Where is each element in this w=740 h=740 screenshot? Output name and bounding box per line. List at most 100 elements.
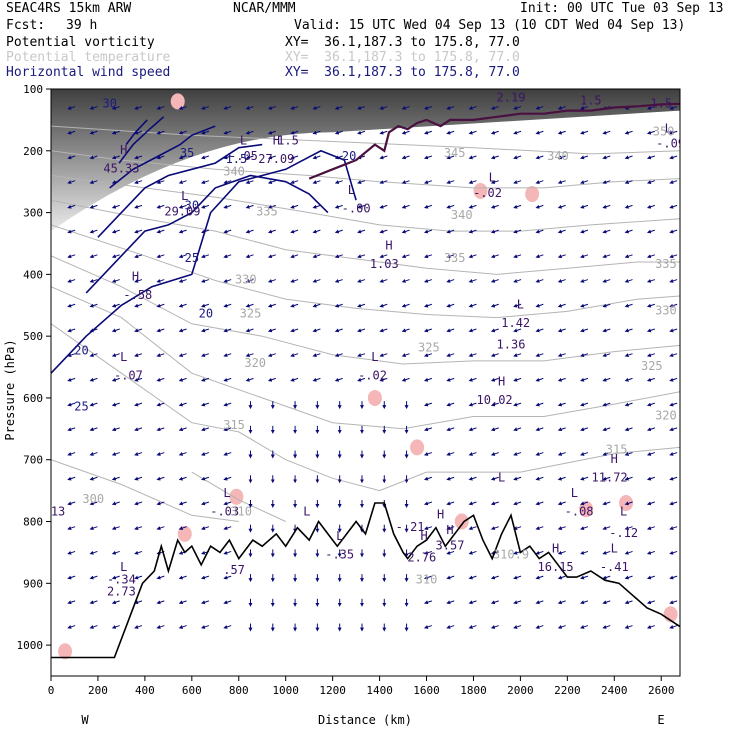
- wind-vector: [245, 204, 254, 209]
- wind-vector: [535, 402, 544, 407]
- wind-vector: [134, 550, 143, 555]
- wind-vector: [379, 180, 388, 184]
- wind-vector: [468, 180, 477, 184]
- annotation-label: -.34: [107, 572, 136, 586]
- legend-pv-xy: XY= 36.1,187.3 to 175.8, 77.0: [285, 35, 520, 50]
- wind-vector: [669, 353, 678, 357]
- wind-vector: [223, 452, 232, 456]
- wind-vector: [557, 328, 566, 333]
- annotation-label: 30: [185, 198, 199, 212]
- wind-vector: [67, 550, 76, 555]
- wind-vector: [357, 328, 366, 333]
- annotation-label: -.58: [123, 288, 152, 302]
- wind-vector: [201, 575, 210, 580]
- wind-vector: [178, 476, 187, 481]
- wind-vector: [201, 180, 210, 184]
- wind-vector: [513, 303, 522, 308]
- wind-vector: [557, 229, 566, 234]
- wind-vector: [624, 155, 633, 160]
- wind-vector: [490, 155, 499, 160]
- wind-vector: [446, 625, 455, 629]
- wind-vector: [580, 575, 589, 580]
- annotation-label: H: [273, 134, 280, 148]
- annotation-label: 335: [655, 257, 677, 271]
- wind-vector: [490, 501, 499, 506]
- y-tick-label: 400: [23, 268, 43, 281]
- wind-vector: [201, 254, 210, 259]
- wind-vector: [535, 377, 544, 382]
- wind-vector: [245, 279, 254, 283]
- y-tick-label: 200: [23, 145, 43, 158]
- wind-vector: [446, 229, 455, 234]
- wind-vector: [178, 328, 187, 333]
- annotation-label: 2.19: [497, 90, 526, 104]
- wind-vector: [134, 402, 143, 407]
- wind-vector: [267, 328, 276, 333]
- wind-vector: [178, 254, 187, 259]
- wind-vector: [446, 204, 455, 209]
- isentrope-350: [51, 125, 680, 155]
- wind-vector: [67, 279, 76, 283]
- wind-vector: [290, 204, 299, 209]
- wind-vector: [67, 229, 76, 234]
- wind-vector: [602, 353, 611, 357]
- wind-vector: [67, 204, 76, 209]
- wind-vector: [67, 180, 76, 184]
- wind-vector: [134, 279, 143, 283]
- wind-vector: [67, 402, 76, 407]
- x-tick-label: 600: [182, 684, 202, 697]
- wind-vector: [580, 377, 589, 382]
- wind-vector: [624, 254, 633, 259]
- wind-vector: [557, 155, 566, 160]
- wind-vector: [334, 204, 343, 209]
- valid-time: Valid: 15 UTC Wed 04 Sep 13 (10 CDT Wed …: [294, 18, 686, 33]
- wind-vector: [156, 575, 165, 580]
- pv-blob: [170, 93, 185, 110]
- annotation-label: 2.76: [407, 551, 436, 565]
- wind-vector: [89, 575, 98, 580]
- wind-vector: [156, 204, 165, 209]
- wind-vector: [334, 254, 343, 259]
- wind-vector: [513, 130, 522, 135]
- annotation-label: H: [132, 270, 139, 284]
- wind-vector: [357, 353, 366, 357]
- wind-vector: [423, 328, 433, 333]
- wind-vector: [201, 501, 210, 506]
- x-tick-label: 2200: [554, 684, 581, 697]
- wind-vector: [401, 106, 410, 110]
- wind-vector: [557, 575, 566, 580]
- y-axis-title: Pressure (hPa): [3, 339, 17, 440]
- wind-vector: [646, 106, 655, 110]
- wind-vector: [602, 155, 611, 160]
- wind-vectors: [67, 106, 678, 632]
- wind-vector: [669, 427, 678, 432]
- wind-vector: [89, 501, 98, 506]
- wind-vector: [156, 353, 165, 357]
- wind-vector: [156, 476, 165, 481]
- x-axis: 0 200 400 600 800 1000 1200 1400 1600 1800 2000 220…: [48, 676, 674, 697]
- wind-vector: [468, 353, 477, 357]
- wind-vector: [446, 155, 455, 160]
- wind-vector: [134, 353, 143, 357]
- wind-vector: [357, 204, 366, 209]
- wind-vector: [267, 155, 276, 160]
- wind-vector: [111, 353, 120, 357]
- wind-vector: [245, 229, 254, 234]
- wind-vector: [423, 303, 433, 308]
- wind-vector: [178, 204, 187, 209]
- wind-vector: [290, 106, 299, 110]
- wind-vector: [580, 155, 589, 160]
- wind-vector: [223, 279, 232, 283]
- wind-vector: [245, 106, 254, 110]
- wind-vector: [624, 353, 633, 357]
- wind-vector: [602, 229, 611, 234]
- wind-vector: [624, 476, 633, 481]
- wind-vector: [580, 353, 589, 357]
- wind-vector: [401, 279, 410, 283]
- terrain-line: [51, 502, 680, 659]
- wind-vector: [111, 130, 120, 135]
- wind-vector: [401, 130, 410, 135]
- wind-vector: [557, 550, 566, 555]
- wind-vector: [423, 155, 433, 160]
